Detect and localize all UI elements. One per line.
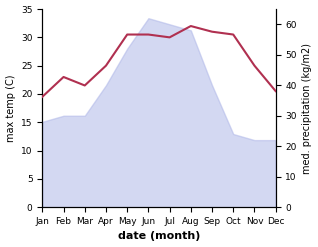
Y-axis label: med. precipitation (kg/m2): med. precipitation (kg/m2) [302,43,313,174]
X-axis label: date (month): date (month) [118,231,200,242]
Y-axis label: max temp (C): max temp (C) [5,74,16,142]
